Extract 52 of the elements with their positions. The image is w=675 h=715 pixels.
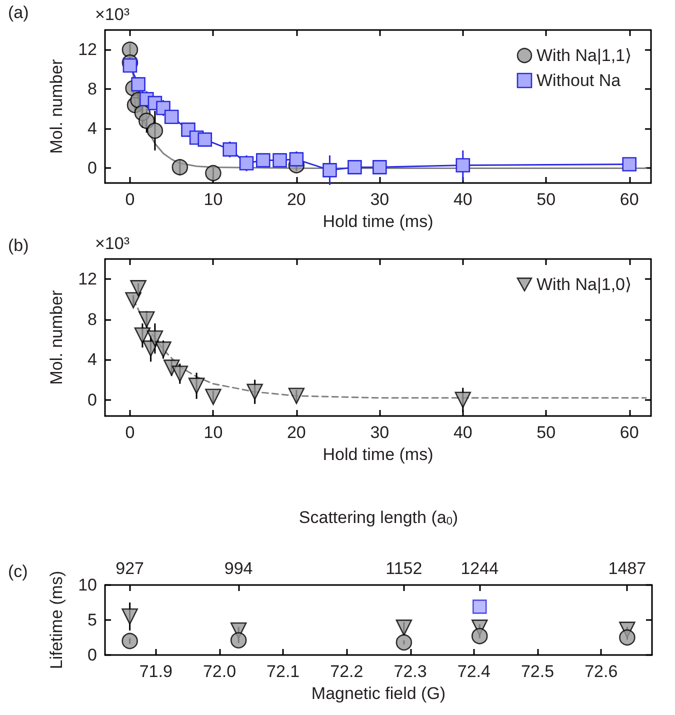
annotation: 994 [224, 559, 253, 578]
y-tick-label: 4 [88, 350, 97, 370]
x-tick-label: 20 [286, 423, 306, 442]
text: ×10³ [95, 234, 130, 253]
x-axis-title: Magnetic field (G) [311, 684, 446, 703]
x-axis-title: Hold time (ms) [322, 445, 434, 464]
text: (b) [8, 236, 29, 255]
text: (a) [8, 3, 29, 22]
x-tick-label: 30 [370, 423, 390, 442]
y-tick-label: 10 [78, 576, 97, 594]
y-tick-label: 0 [88, 158, 97, 178]
x-tick-label: 40 [453, 190, 472, 209]
x-tick-label: 10 [204, 190, 223, 209]
x-tick-label: 10 [204, 423, 223, 442]
y-tick-label: 12 [78, 40, 97, 60]
text: (c) [8, 562, 28, 581]
x-tick-label: 72.3 [394, 662, 427, 681]
x-tick-label: 72.5 [520, 662, 554, 681]
legend-label: With Na|1,1⟩ [536, 46, 632, 65]
x-tick-label: 60 [620, 423, 639, 442]
y-tick-label: 8 [88, 80, 97, 99]
x-tick-label: 71.9 [139, 662, 172, 681]
y-axis-title: Mol. number [47, 290, 66, 385]
y-tick-label: 5 [88, 610, 97, 630]
x-tick-label: 30 [370, 190, 390, 209]
y-axis-title: Lifetime (ms) [47, 570, 66, 670]
y-tick-label: 4 [88, 119, 97, 138]
x-tick-label: 40 [453, 423, 472, 442]
y-tick-label: 0 [88, 646, 97, 664]
x-tick-label: 0 [125, 190, 135, 209]
x-tick-label: 72.2 [330, 662, 364, 681]
x-tick-label: 20 [286, 190, 306, 209]
annotation: 1487 [608, 559, 646, 578]
y-tick-label: 0 [88, 390, 97, 410]
x-tick-label: 72.0 [202, 662, 236, 681]
x-tick-label: 0 [125, 423, 135, 442]
x-axis-title: Hold time (ms) [322, 212, 434, 231]
x-tick-label: 72.6 [584, 662, 618, 681]
y-tick-label: 12 [78, 270, 97, 289]
legend-label: With Na|1,0⟩ [536, 275, 632, 294]
annotation: 1244 [460, 559, 499, 578]
x-tick-label: 72.1 [266, 662, 300, 681]
y-tick-label: 8 [88, 310, 97, 329]
legend-label: Without Na [536, 71, 622, 90]
x-tick-label: 50 [536, 423, 556, 442]
x-tick-label: 72.4 [457, 662, 490, 681]
x-tick-label: 50 [536, 190, 556, 209]
text: ×10³ [95, 5, 130, 24]
x-tick-label: 60 [620, 190, 639, 209]
annotation: 927 [116, 559, 144, 578]
annotation: 1152 [386, 559, 422, 578]
y-axis-title: Mol. number [47, 58, 66, 154]
